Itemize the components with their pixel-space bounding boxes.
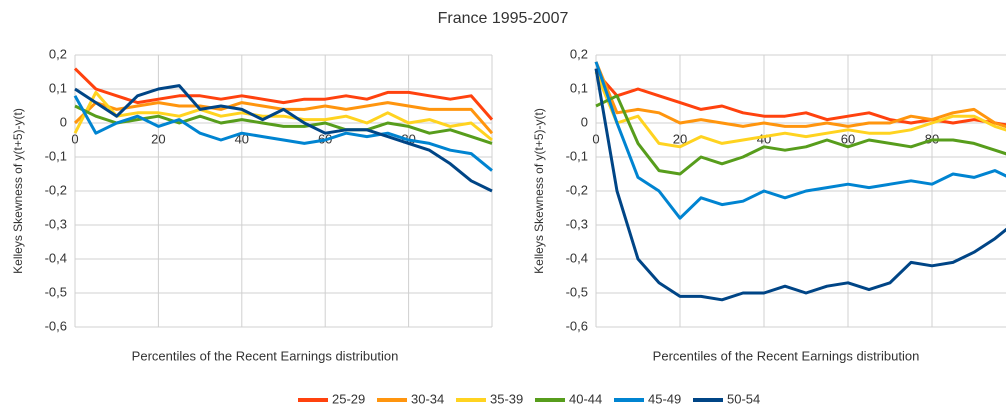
- series-line: [73, 67, 494, 121]
- y-axis-label: Kelleys Skewness of y(t+5)-y(t): [532, 108, 546, 274]
- series-line: [594, 71, 1006, 127]
- legend-label: 35-39: [490, 391, 523, 406]
- y-tick-label: -0,3: [566, 216, 588, 231]
- y-tick-label: -0,5: [45, 284, 67, 299]
- y-tick-label: -0,6: [45, 318, 67, 333]
- series-line: [594, 71, 1006, 149]
- y-tick-label: -0,4: [566, 250, 588, 265]
- x-tick-label: 0: [592, 131, 599, 146]
- y-tick-label: -0,5: [566, 284, 588, 299]
- y-tick-label: 0,1: [570, 80, 588, 95]
- y-tick-label: -0,1: [566, 148, 588, 163]
- y-tick-label: -0,6: [566, 318, 588, 333]
- y-tick-label: -0,2: [566, 182, 588, 197]
- y-tick-label: 0: [581, 114, 588, 129]
- x-axis-label: Percentiles of the Recent Earnings distr…: [653, 348, 920, 363]
- y-tick-label: -0,4: [45, 250, 67, 265]
- chart-panel: 0,20,10-0,1-0,2-0,3-0,4-0,5-0,60 20 40 60 80…: [11, 46, 494, 363]
- y-tick-label: 0,2: [570, 46, 588, 61]
- chart-panel: 0,20,10-0,1-0,2-0,3-0,4-0,5-0,60 20 40 60 80…: [532, 46, 1006, 363]
- y-tick-label: -0,2: [45, 182, 67, 197]
- x-axis-label: Percentiles of the Recent Earnings distr…: [132, 348, 399, 363]
- legend-label: 45-49: [648, 391, 681, 406]
- y-tick-label: -0,3: [45, 216, 67, 231]
- legend-label: 40-44: [569, 391, 602, 406]
- y-tick-label: 0: [60, 114, 67, 129]
- series-line: [73, 101, 494, 135]
- series-line: [594, 68, 1006, 302]
- y-tick-label: 0,1: [49, 80, 67, 95]
- series-line: [595, 94, 1006, 176]
- legend-label: 50-54: [727, 391, 760, 406]
- x-tick-label: 20: [673, 131, 687, 146]
- y-axis-label: Kelleys Skewness of y(t+5)-y(t): [11, 108, 25, 274]
- legend-label: 30-34: [411, 391, 444, 406]
- x-tick-label: 60: [841, 131, 855, 146]
- y-tick-label: -0,1: [45, 148, 67, 163]
- x-tick-label: 20: [151, 131, 165, 146]
- series-line: [594, 61, 1006, 129]
- series-line: [73, 95, 493, 172]
- series-line: [594, 61, 1006, 220]
- x-tick-label: 0: [71, 131, 78, 146]
- series-line: [74, 84, 493, 193]
- series-line: [73, 90, 493, 142]
- figure-title: France 1995-2007: [438, 10, 569, 27]
- legend-label: 25-29: [332, 391, 365, 406]
- y-tick-label: 0,2: [49, 46, 67, 61]
